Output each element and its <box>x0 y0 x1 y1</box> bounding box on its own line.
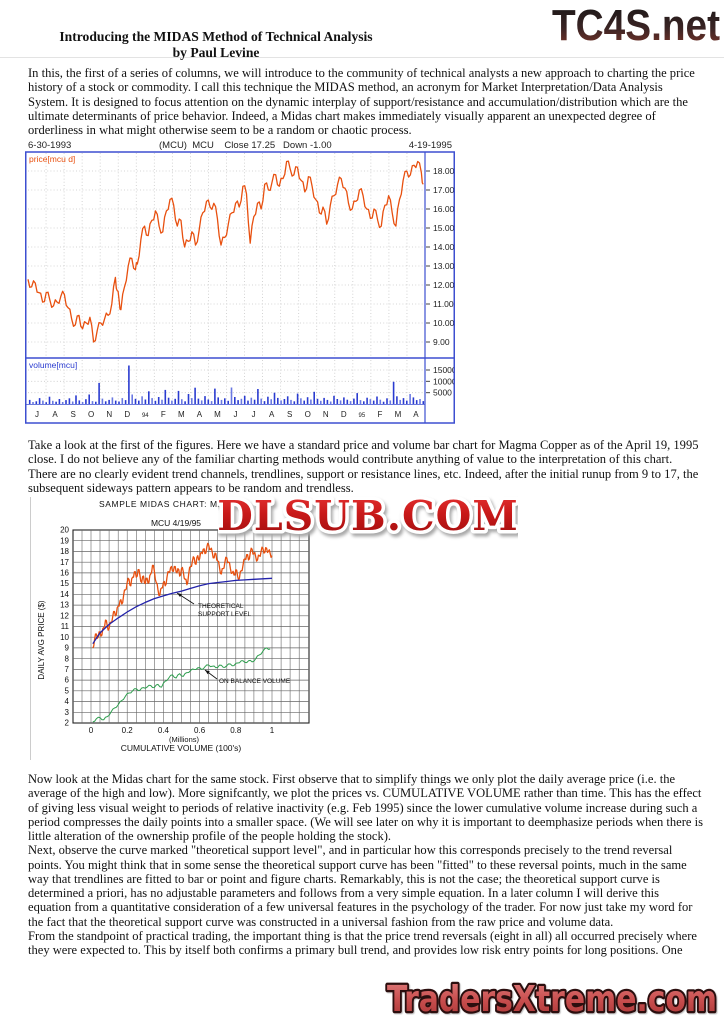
svg-text:95: 95 <box>358 413 365 419</box>
svg-text:5: 5 <box>65 686 70 695</box>
svg-text:14: 14 <box>60 590 69 599</box>
article-title-block: Introducing the MIDAS Method of Technica… <box>30 29 402 61</box>
svg-text:17: 17 <box>60 558 69 567</box>
svg-text:0.6: 0.6 <box>194 726 206 735</box>
svg-text:D: D <box>124 410 130 419</box>
svg-text:O: O <box>88 410 94 419</box>
svg-text:5000: 5000 <box>433 388 452 398</box>
svg-text:J: J <box>35 410 39 419</box>
dlsub-watermark: DLSUB.COM <box>218 489 518 543</box>
svg-text:16.00: 16.00 <box>433 204 455 214</box>
tradersxtreme-logo-art: TradersXtreme.com <box>385 977 720 1023</box>
svg-text:9.00: 9.00 <box>433 337 450 347</box>
svg-text:F: F <box>161 410 166 419</box>
svg-text:6: 6 <box>65 676 70 685</box>
svg-text:A: A <box>197 410 203 419</box>
svg-text:N: N <box>106 410 112 419</box>
svg-text:F: F <box>377 410 382 419</box>
svg-text:15: 15 <box>60 579 69 588</box>
svg-text:9: 9 <box>65 644 70 653</box>
midas-commentary-1: Now look at the Midas chart for the same… <box>28 772 703 843</box>
header-divider <box>0 57 724 58</box>
svg-text:J: J <box>234 410 238 419</box>
tradersxtreme-logo[interactable]: TradersXtreme.com <box>380 974 724 1024</box>
svg-text:94: 94 <box>142 413 149 419</box>
chart-quote-line: (MCU) MCU Close 17.25 Down -1.00 <box>159 140 332 151</box>
tradersxtreme-logo-text: TradersXtreme.com <box>387 979 717 1020</box>
svg-text:13: 13 <box>60 601 69 610</box>
svg-text:11: 11 <box>61 622 70 631</box>
svg-text:S: S <box>287 410 292 419</box>
tc4s-logo-art: TC4S.net <box>552 1 720 49</box>
svg-text:N: N <box>323 410 329 419</box>
svg-text:12.00: 12.00 <box>433 280 455 290</box>
svg-text:M: M <box>395 410 402 419</box>
svg-text:O: O <box>305 410 311 419</box>
svg-text:A: A <box>269 410 275 419</box>
svg-text:18.00: 18.00 <box>433 166 455 176</box>
svg-text:(Millions): (Millions) <box>169 735 200 744</box>
svg-text:17.00: 17.00 <box>433 185 455 195</box>
svg-text:CUMULATIVE VOLUME (100's): CUMULATIVE VOLUME (100's) <box>121 743 242 753</box>
svg-text:3: 3 <box>65 708 70 717</box>
midas-chart-figure: 2 3 4 5 6 7 8 9 10 11 12 13 14 15 16 17 18 19 20 0 0.2 0.4 0.6… <box>30 497 343 760</box>
chart-end-date: 4-19-1995 <box>408 140 452 151</box>
svg-text:7: 7 <box>65 665 70 674</box>
svg-text:0.2: 0.2 <box>122 726 134 735</box>
svg-text:S: S <box>70 410 75 419</box>
svg-text:12: 12 <box>60 611 69 620</box>
intro-paragraph: In this, the first of a series of column… <box>28 66 695 137</box>
midas-commentary-3: From the standpoint of practical trading… <box>28 928 697 957</box>
svg-text:DAILY AVG PRICE ($): DAILY AVG PRICE ($) <box>37 600 46 679</box>
svg-text:MCU 4/19/95: MCU 4/19/95 <box>151 518 201 528</box>
svg-text:A: A <box>52 410 58 419</box>
midas-commentary: Now look at the Midas chart for the same… <box>28 772 704 957</box>
svg-text:11.00: 11.00 <box>433 299 454 309</box>
svg-text:0.8: 0.8 <box>230 726 242 735</box>
svg-text:price[mcu d]: price[mcu d] <box>29 154 75 164</box>
dlsub-watermark-art: DLSUB.COM <box>218 489 518 543</box>
svg-text:SUPPORT LEVEL: SUPPORT LEVEL <box>198 611 252 618</box>
svg-text:20: 20 <box>60 526 69 535</box>
svg-text:16: 16 <box>60 569 69 578</box>
price-volume-chart: 6-30-1993 (MCU) MCU Close 17.25 Down -1.… <box>25 139 455 424</box>
svg-text:volume[mcu]: volume[mcu] <box>29 360 77 370</box>
page-title: Introducing the MIDAS Method of Technica… <box>59 29 373 44</box>
svg-text:4: 4 <box>65 697 70 706</box>
price-volume-chart-canvas: 18.00 17.00 16.00 15.00 14.00 13.00 12.00 11.00… <box>25 151 455 424</box>
tc4s-logo-text: TC4S.net <box>552 1 720 49</box>
svg-text:10.00: 10.00 <box>433 318 455 328</box>
midas-commentary-2: Next, observe the curve marked "theoreti… <box>28 843 693 929</box>
byline: by Paul Levine <box>172 45 260 60</box>
dlsub-watermark-text: DLSUB.COM <box>218 492 518 540</box>
svg-text:8: 8 <box>65 654 70 663</box>
chart-start-date: 6-30-1993 <box>28 140 72 151</box>
svg-text:19: 19 <box>60 536 69 545</box>
svg-text:M: M <box>214 410 221 419</box>
svg-text:SAMPLE MIDAS CHART: MAGMA: SAMPLE MIDAS CHART: MAGMA <box>99 499 245 509</box>
svg-text:A: A <box>413 410 419 419</box>
svg-text:13.00: 13.00 <box>433 261 455 271</box>
svg-text:0: 0 <box>89 726 94 735</box>
svg-text:1: 1 <box>270 726 275 735</box>
svg-text:15000: 15000 <box>433 365 455 375</box>
svg-text:10: 10 <box>60 633 69 642</box>
svg-text:10000: 10000 <box>433 376 455 386</box>
svg-text:ON BALANCE VOLUME: ON BALANCE VOLUME <box>219 678 291 685</box>
svg-text:0.4: 0.4 <box>158 726 170 735</box>
svg-text:14.00: 14.00 <box>433 242 455 252</box>
svg-text:D: D <box>341 410 347 419</box>
svg-text:J: J <box>252 410 256 419</box>
tc4s-logo[interactable]: TC4S.net <box>548 1 722 49</box>
figure1-commentary: Take a look at the first of the figures.… <box>28 438 699 495</box>
svg-text:2: 2 <box>65 719 70 728</box>
svg-text:15.00: 15.00 <box>433 223 455 233</box>
svg-text:M: M <box>178 410 185 419</box>
svg-text:THEORETICAL: THEORETICAL <box>198 603 244 610</box>
svg-text:18: 18 <box>60 547 69 556</box>
